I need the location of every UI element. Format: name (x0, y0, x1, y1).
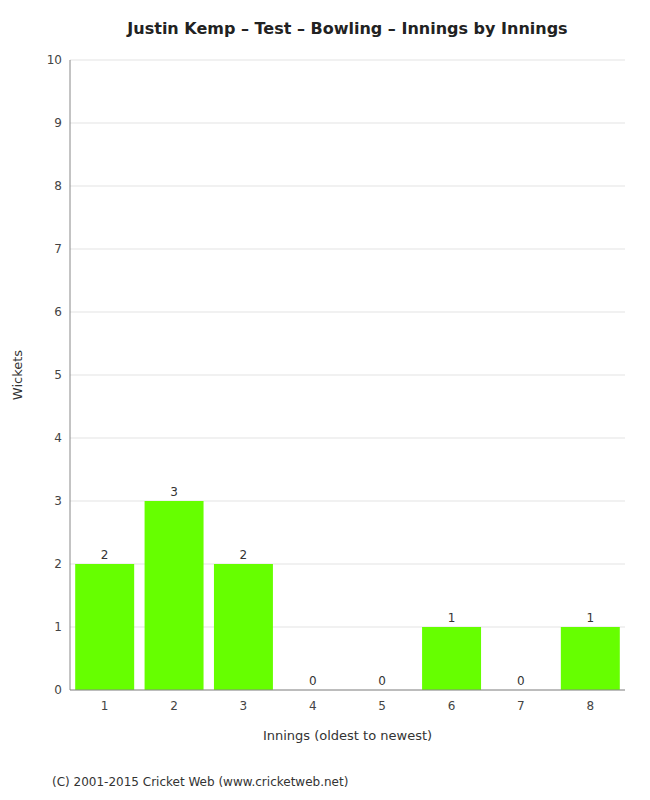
y-tick-label: 1 (54, 620, 62, 634)
chart-svg: 0123456789102320010112345678Justin Kemp … (0, 0, 650, 800)
x-tick-label: 3 (240, 699, 248, 713)
x-tick-label: 8 (586, 699, 594, 713)
x-tick-label: 5 (378, 699, 386, 713)
grid-line (70, 186, 625, 187)
y-tick-label: 10 (47, 53, 62, 67)
y-tick-label: 6 (54, 305, 62, 319)
y-tick-label: 5 (54, 368, 62, 382)
data-label: 0 (378, 674, 386, 688)
grid-line (70, 249, 625, 250)
x-axis-line (70, 690, 625, 691)
x-tick-label: 1 (101, 699, 109, 713)
y-tick-label: 9 (54, 116, 62, 130)
grid-line (70, 690, 625, 691)
data-label: 1 (586, 611, 594, 625)
footer: (C) 2001-2015 Cricket Web (www.cricketwe… (52, 775, 348, 789)
y-tick-label: 7 (54, 242, 62, 256)
grid-line (70, 375, 625, 376)
x-tick-label: 7 (517, 699, 525, 713)
y-axis-label: Wickets (10, 350, 25, 400)
x-tick-label: 2 (170, 699, 178, 713)
title: Justin Kemp – Test – Bowling – Innings b… (126, 19, 567, 38)
x-tick-label: 4 (309, 699, 317, 713)
grid-line (70, 60, 625, 61)
y-tick-label: 4 (54, 431, 62, 445)
data-label: 1 (448, 611, 456, 625)
grid-line (70, 438, 625, 439)
bar (145, 501, 204, 690)
y-tick-label: 3 (54, 494, 62, 508)
bar (561, 627, 620, 690)
bar (422, 627, 481, 690)
data-label: 2 (240, 548, 248, 562)
data-label: 2 (101, 548, 109, 562)
bars (75, 501, 620, 690)
data-label: 0 (309, 674, 317, 688)
data-label: 0 (517, 674, 525, 688)
y-tick-label: 0 (54, 683, 62, 697)
y-axis: 012345678910 (47, 53, 625, 697)
y-tick-label: 2 (54, 557, 62, 571)
chart-container: 0123456789102320010112345678Justin Kemp … (0, 0, 650, 800)
y-axis-line (70, 60, 71, 690)
data-labels: 2 3 2 0 0 1 0 1 (101, 485, 594, 688)
x-axis: 1 2 3 4 5 6 7 8 (101, 699, 594, 713)
grid-line (70, 123, 625, 124)
x-axis-label: Innings (oldest to newest) (263, 728, 432, 743)
x-tick-label: 6 (448, 699, 456, 713)
grid-line (70, 312, 625, 313)
y-tick-label: 8 (54, 179, 62, 193)
bar (75, 564, 134, 690)
bar (214, 564, 273, 690)
data-label: 3 (170, 485, 178, 499)
